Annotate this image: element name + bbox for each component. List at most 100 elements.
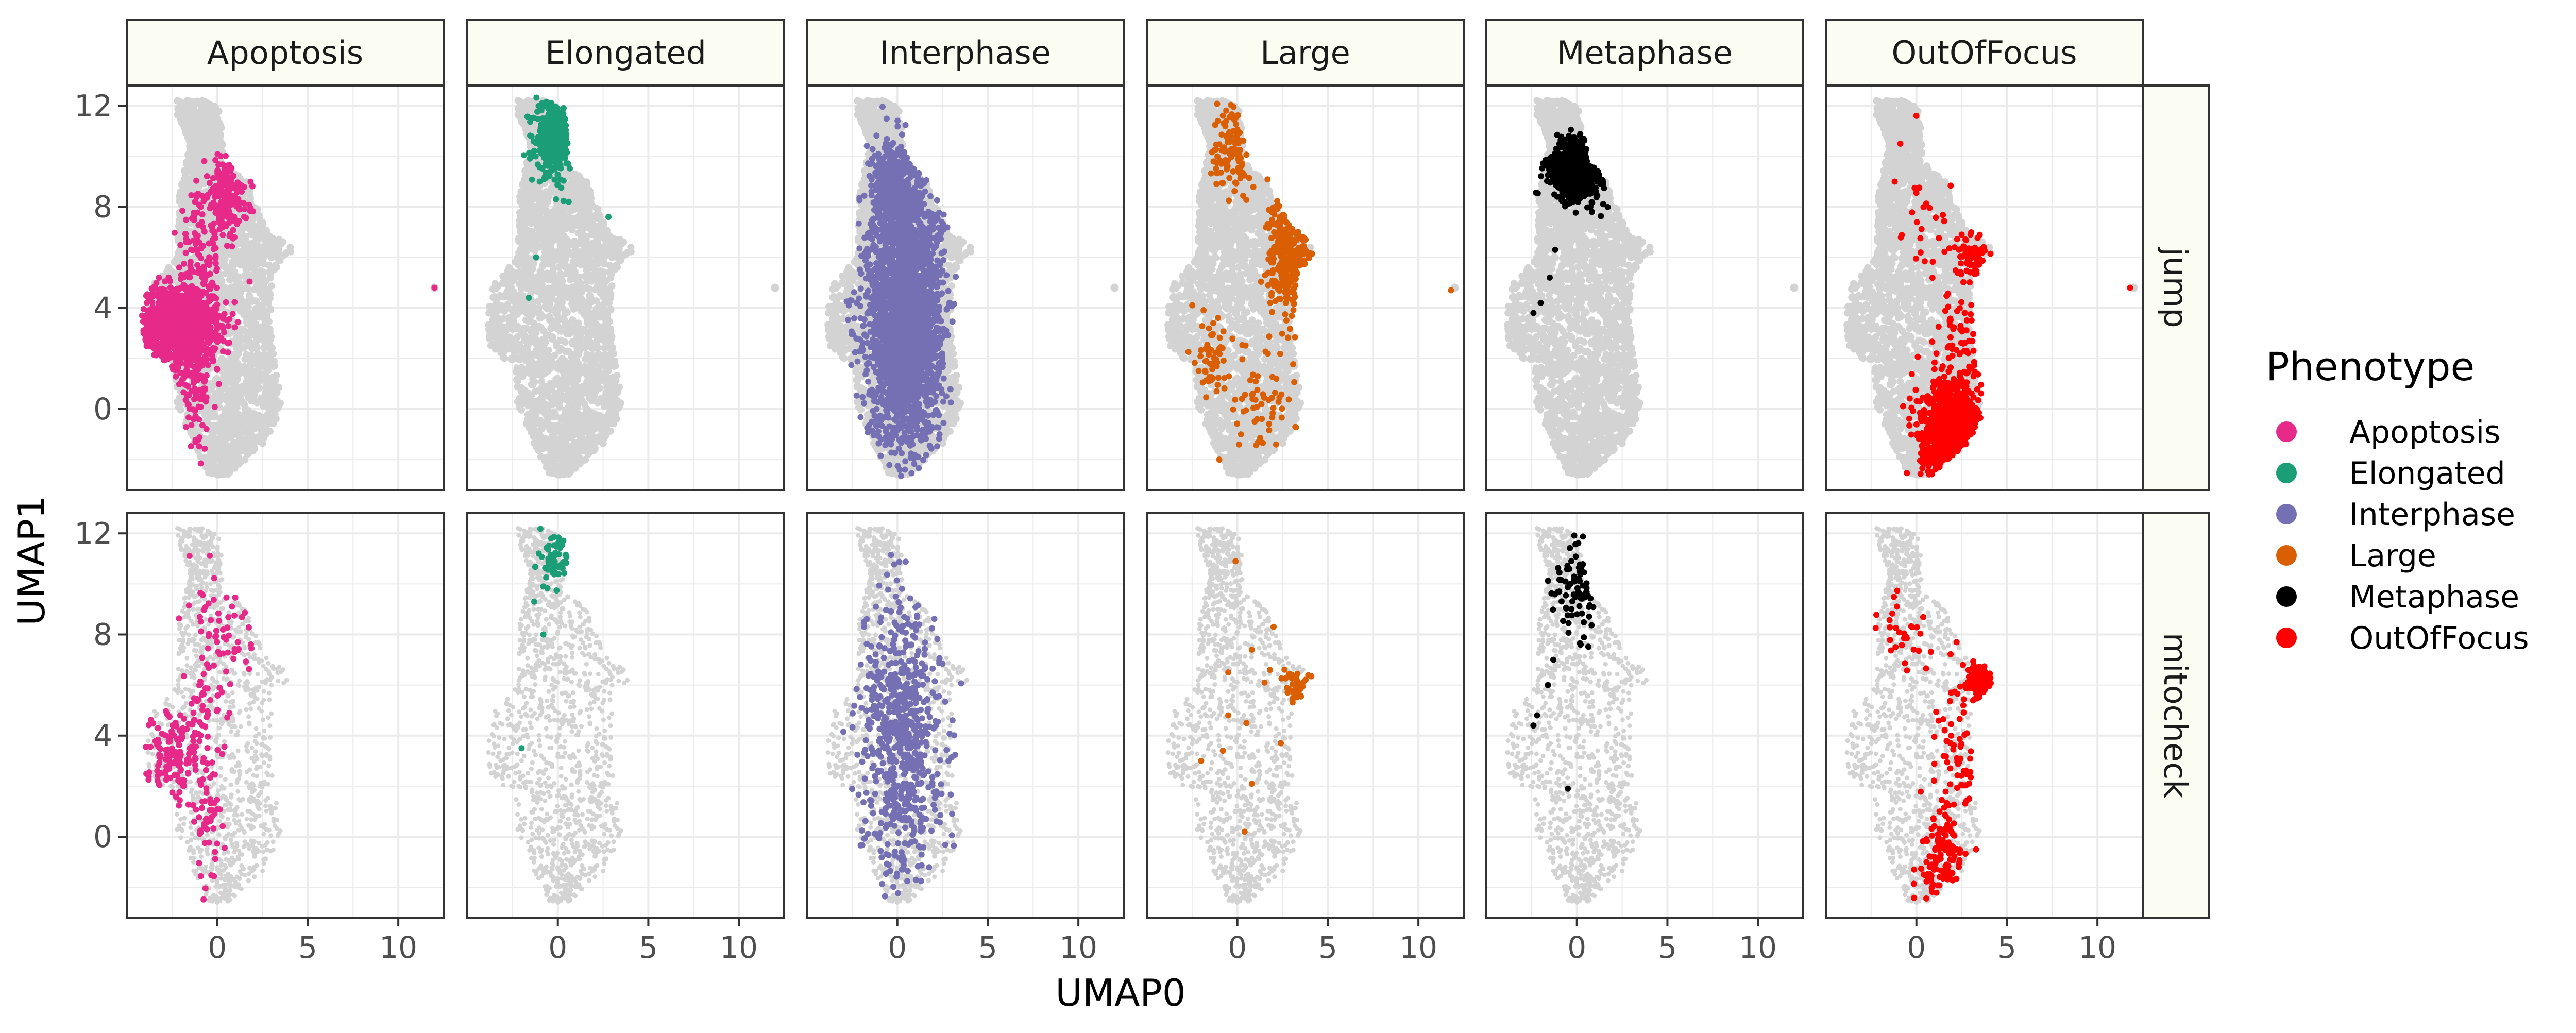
- data-point: [207, 335, 213, 342]
- data-point: [226, 219, 232, 226]
- data-point: [191, 416, 197, 422]
- data-point: [199, 422, 206, 429]
- data-point: [235, 180, 241, 187]
- data-point: [183, 391, 190, 398]
- data-point: [220, 208, 227, 214]
- data-point: [187, 259, 194, 265]
- background-point: [204, 214, 211, 222]
- data-point: [197, 460, 204, 467]
- data-point: [213, 306, 219, 312]
- data-point: [211, 220, 217, 227]
- background-point: [195, 155, 203, 162]
- background-point: [252, 337, 260, 345]
- data-point: [157, 328, 163, 335]
- data-point: [164, 292, 171, 298]
- background-point: [191, 171, 198, 179]
- background-point: [196, 146, 204, 154]
- background-point: [183, 118, 191, 125]
- data-point: [231, 218, 238, 225]
- background-point: [214, 359, 222, 367]
- data-point: [159, 289, 166, 296]
- data-point: [193, 177, 200, 184]
- data-point: [199, 224, 206, 230]
- data-point: [199, 330, 206, 337]
- data-point: [250, 208, 256, 215]
- data-point: [149, 299, 156, 306]
- data-point: [179, 320, 185, 327]
- background-point: [243, 387, 251, 395]
- background-point: [246, 342, 253, 349]
- background-point: [263, 233, 271, 241]
- data-point: [180, 314, 187, 320]
- data-point: [218, 184, 225, 191]
- data-point: [150, 344, 157, 351]
- data-point: [205, 192, 211, 198]
- background-point: [267, 282, 275, 290]
- background-point: [263, 377, 271, 384]
- background-point: [213, 450, 221, 458]
- data-point: [198, 293, 205, 299]
- data-point: [209, 279, 215, 286]
- data-point: [214, 338, 221, 345]
- background-point: [222, 285, 230, 293]
- data-point: [214, 366, 221, 373]
- data-point: [156, 295, 162, 301]
- background-point: [232, 418, 240, 426]
- data-point: [168, 288, 175, 295]
- data-point: [204, 327, 211, 333]
- data-point: [215, 381, 222, 387]
- background-point: [270, 249, 278, 257]
- data-point: [146, 329, 152, 335]
- data-point: [225, 205, 232, 212]
- background-point: [245, 190, 252, 197]
- background-point: [228, 283, 235, 291]
- background-point: [569, 316, 577, 324]
- data-point: [182, 231, 189, 238]
- data-point: [224, 167, 230, 174]
- data-point: [156, 275, 162, 281]
- data-point: [194, 262, 201, 268]
- background-point: [177, 406, 184, 414]
- data-point: [208, 293, 215, 299]
- background-point: [224, 421, 232, 428]
- background-point: [261, 251, 268, 259]
- background-point: [270, 388, 278, 396]
- background-point: [185, 186, 193, 194]
- data-point: [241, 213, 247, 220]
- data-point: [196, 202, 203, 209]
- background-point: [187, 427, 195, 434]
- background-point: [241, 304, 249, 312]
- background-point: [244, 380, 251, 387]
- data-point: [212, 255, 219, 262]
- background-point: [209, 445, 217, 453]
- data-point: [151, 351, 158, 358]
- data-point: [202, 398, 209, 405]
- data-point: [161, 328, 168, 335]
- data-point: [241, 206, 248, 212]
- background-point: [197, 97, 205, 105]
- background-point: [227, 250, 235, 258]
- data-point: [196, 443, 202, 450]
- background-point: [240, 447, 248, 454]
- background-point: [189, 159, 196, 167]
- data-point: [197, 372, 204, 379]
- background-point: [256, 213, 263, 221]
- data-point: [212, 210, 219, 216]
- data-point: [167, 352, 174, 359]
- data-point: [145, 319, 152, 326]
- data-point: [191, 315, 197, 321]
- background-point: [206, 409, 214, 417]
- data-point: [192, 408, 198, 414]
- data-point: [144, 292, 150, 298]
- data-point: [191, 364, 198, 370]
- data-point: [181, 260, 188, 267]
- data-point: [234, 319, 241, 326]
- background-point: [242, 233, 250, 241]
- background-point: [258, 414, 266, 421]
- data-point: [231, 213, 238, 220]
- background-point: [230, 340, 238, 348]
- background-point: [255, 368, 263, 376]
- background-point: [209, 423, 217, 430]
- data-point: [182, 381, 189, 388]
